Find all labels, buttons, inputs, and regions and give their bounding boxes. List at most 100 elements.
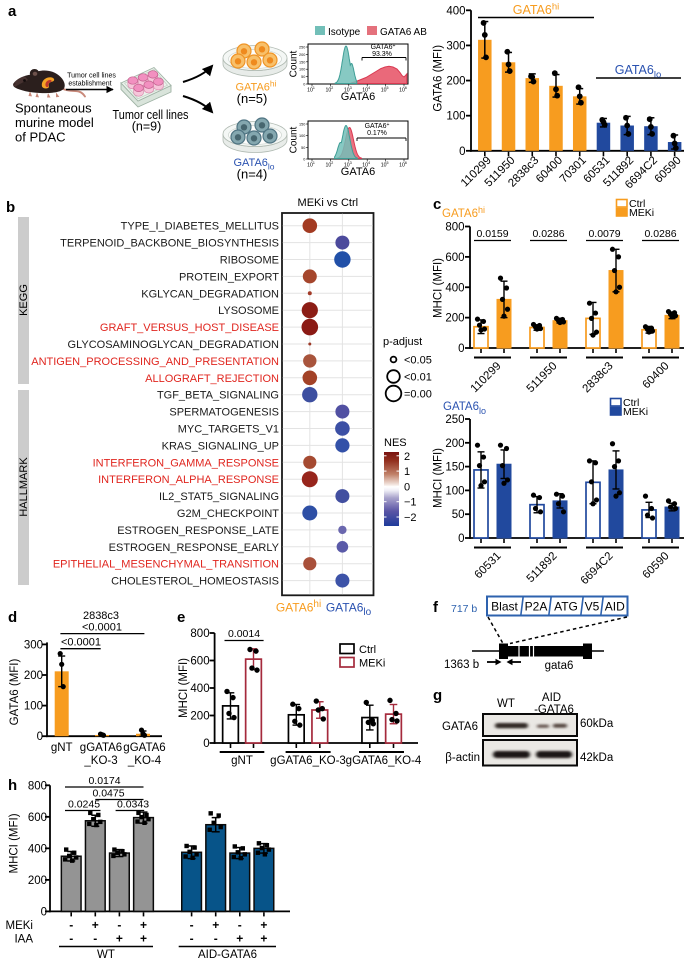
svg-text:0: 0 — [458, 343, 464, 355]
svg-text:104: 104 — [362, 86, 370, 93]
svg-text:CHOLESTEROL_HOMEOSTASIS: CHOLESTEROL_HOMEOSTASIS — [111, 576, 279, 588]
svg-text:Count: Count — [289, 50, 300, 77]
svg-text:ATG: ATG — [554, 600, 578, 614]
svg-text:G2M_CHECKPOINT: G2M_CHECKPOINT — [177, 508, 279, 520]
svg-text:+: + — [212, 918, 219, 932]
svg-text:0.0014: 0.0014 — [228, 628, 260, 640]
svg-text:93.3%: 93.3% — [372, 51, 392, 58]
svg-text:60kDa: 60kDa — [580, 718, 614, 730]
svg-text:e: e — [177, 609, 185, 626]
svg-text:0.0174: 0.0174 — [88, 775, 120, 787]
svg-text:200: 200 — [28, 875, 47, 887]
svg-text:0.17%: 0.17% — [367, 130, 387, 137]
svg-text:-: - — [69, 932, 73, 946]
svg-text:-: - — [117, 918, 121, 932]
svg-text:TGF_BETA_SIGNALING: TGF_BETA_SIGNALING — [157, 390, 279, 402]
svg-text:LYSOSOME: LYSOSOME — [218, 305, 279, 317]
svg-text:(n=5): (n=5) — [237, 91, 268, 106]
svg-text:GATA6lo: GATA6lo — [326, 601, 372, 619]
svg-text:0.0159: 0.0159 — [476, 228, 508, 240]
svg-text:400: 400 — [446, 5, 465, 17]
svg-text:β-actin: β-actin — [445, 752, 480, 764]
svg-text:KEGG: KEGG — [18, 284, 30, 316]
svg-text:106: 106 — [399, 161, 407, 168]
svg-text:717 b: 717 b — [451, 603, 477, 615]
svg-text:<0.0001: <0.0001 — [82, 622, 122, 634]
svg-text:MHCI (MFI): MHCI (MFI) — [9, 813, 21, 873]
svg-text:a: a — [8, 3, 17, 20]
svg-text:200: 200 — [299, 53, 305, 57]
svg-text:−1: −1 — [404, 497, 417, 509]
svg-text:102: 102 — [326, 86, 334, 93]
svg-text:gata6: gata6 — [545, 660, 574, 672]
svg-text:h: h — [8, 777, 17, 794]
svg-text:ESTROGEN_RESPONSE_EARLY: ESTROGEN_RESPONSE_EARLY — [109, 542, 280, 554]
svg-text:300: 300 — [446, 40, 465, 52]
svg-text:100: 100 — [299, 68, 305, 72]
svg-text:f: f — [433, 599, 439, 616]
svg-text:Tumor cell lines: Tumor cell lines — [113, 107, 189, 122]
svg-text:Blast: Blast — [491, 600, 518, 614]
svg-text:gNT: gNT — [231, 755, 253, 767]
svg-text:MEKi: MEKi — [6, 920, 33, 932]
svg-text:KGLYCAN_DEGRADATION: KGLYCAN_DEGRADATION — [141, 288, 279, 300]
svg-text:150: 150 — [445, 462, 464, 474]
svg-text:400: 400 — [445, 282, 464, 294]
svg-text:IL2_STAT5_SIGNALING: IL2_STAT5_SIGNALING — [159, 491, 279, 503]
svg-text:0: 0 — [458, 533, 464, 545]
svg-text:-: - — [214, 932, 218, 946]
svg-text:_KO-4: _KO-4 — [127, 755, 162, 767]
svg-text:GATA6 (MFI): GATA6 (MFI) — [9, 659, 21, 726]
svg-text:0: 0 — [203, 738, 209, 750]
svg-text:d: d — [8, 609, 17, 626]
svg-text:2: 2 — [404, 451, 410, 463]
svg-text:HALLMARK: HALLMARK — [18, 457, 30, 517]
svg-text:MEKi: MEKi — [359, 658, 385, 670]
svg-text:800: 800 — [28, 780, 47, 792]
svg-text:800: 800 — [190, 628, 209, 640]
svg-text:600: 600 — [28, 812, 47, 824]
svg-text:INTERFERON_ALPHA_RESPONSE: INTERFERON_ALPHA_RESPONSE — [98, 474, 279, 486]
svg-text:MEKi vs Ctrl: MEKi vs Ctrl — [298, 197, 359, 209]
svg-text:MYC_TARGETS_V1: MYC_TARGETS_V1 — [178, 424, 279, 436]
svg-text:200: 200 — [446, 76, 465, 88]
svg-text:(n=4): (n=4) — [237, 167, 268, 182]
svg-text:250: 250 — [445, 414, 464, 426]
svg-text:0.0286: 0.0286 — [644, 228, 676, 240]
svg-text:g: g — [433, 687, 442, 704]
svg-text:AID: AID — [542, 692, 561, 704]
svg-text:+: + — [116, 932, 123, 946]
svg-text:+: + — [140, 918, 147, 932]
svg-text:1: 1 — [404, 466, 410, 478]
svg-text:GATA6hi: GATA6hi — [513, 2, 560, 18]
svg-text:103: 103 — [344, 161, 352, 168]
svg-text:105: 105 — [381, 86, 389, 93]
svg-text:ANTIGEN_PROCESSING_AND_PRESENT: ANTIGEN_PROCESSING_AND_PRESENTATION — [31, 356, 279, 368]
svg-text:of PDAC: of PDAC — [15, 130, 66, 145]
svg-text:200: 200 — [445, 313, 464, 325]
svg-text:42kDa: 42kDa — [580, 752, 614, 764]
svg-text:GATA6lo: GATA6lo — [233, 157, 274, 172]
svg-text:Isotype: Isotype — [328, 27, 361, 38]
svg-text:(n=9): (n=9) — [132, 120, 162, 134]
svg-text:250: 250 — [299, 46, 305, 50]
svg-text:GRAFT_VERSUS_HOST_DISEASE: GRAFT_VERSUS_HOST_DISEASE — [100, 322, 279, 334]
svg-text:GATA6hi: GATA6hi — [442, 205, 485, 220]
svg-text:TYPE_I_DIABETES_MELLITUS: TYPE_I_DIABETES_MELLITUS — [121, 221, 279, 233]
svg-text:gGATA6_KO-4: gGATA6_KO-4 — [346, 755, 422, 767]
svg-text:300: 300 — [24, 639, 43, 651]
svg-text:600: 600 — [190, 656, 209, 668]
svg-text:establishment: establishment — [68, 81, 111, 88]
svg-text:MEKi: MEKi — [623, 406, 648, 418]
svg-text:1363 b: 1363 b — [444, 659, 479, 671]
svg-text:WT: WT — [497, 698, 515, 710]
svg-text:gGATA6_KO-3: gGATA6_KO-3 — [270, 755, 346, 767]
svg-text:400: 400 — [190, 683, 209, 695]
svg-text:100: 100 — [299, 134, 305, 138]
svg-text:102: 102 — [326, 161, 334, 168]
svg-text:MHCI (MFI): MHCI (MFI) — [433, 258, 445, 318]
svg-text:V5: V5 — [585, 600, 600, 614]
svg-text:<0.0001: <0.0001 — [61, 637, 101, 649]
svg-text:gGATA6: gGATA6 — [123, 742, 165, 754]
svg-text:0.0245: 0.0245 — [68, 799, 100, 811]
